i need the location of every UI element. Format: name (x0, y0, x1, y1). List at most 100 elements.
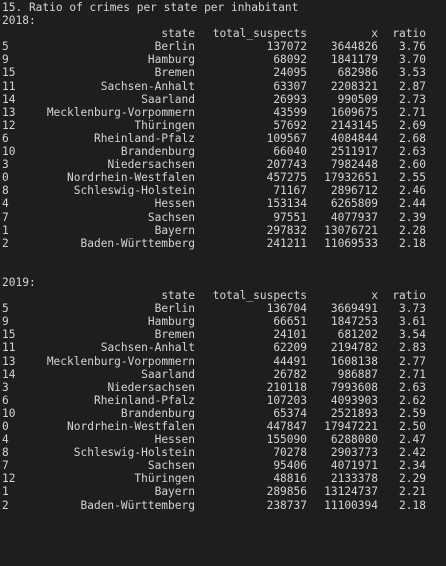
cell-total-suspects: 289856 (266, 485, 307, 499)
row-index: 6 (2, 131, 9, 145)
cell-x: 13124737 (324, 485, 378, 499)
cell-ratio: 2.29 (399, 472, 426, 486)
cell-x: 4093903 (330, 393, 378, 407)
cell-state: Saarland (141, 92, 195, 106)
row-index: 8 (2, 184, 9, 198)
cell-ratio: 2.62 (399, 393, 426, 407)
cell-state: Hessen (154, 433, 195, 447)
cell-state: Rheinland-Pfalz (93, 393, 195, 407)
table-row: 11 Sachsen-Anhalt 63307 2208321 2.87 (2, 80, 446, 93)
blank-line (2, 263, 446, 276)
cell-state: Baden-Württemberg (80, 498, 195, 512)
cell-state: Schleswig-Holstein (73, 446, 195, 460)
cell-x: 6288080 (330, 433, 378, 447)
cell-x: 17947221 (324, 420, 378, 433)
cell-total-suspects: 65374 (273, 406, 307, 420)
cell-total-suspects: 136704 (266, 302, 307, 316)
table-row: 9 Hamburg 66651 1847253 3.61 (2, 315, 446, 328)
cell-x: 1608138 (330, 354, 378, 368)
row-index: 14 (2, 367, 16, 381)
cell-total-suspects: 297832 (266, 223, 307, 237)
cell-state: Berlin (154, 40, 195, 54)
table-row: 14 Saarland 26993 990509 2.73 (2, 93, 446, 106)
cell-ratio: 2.55 (399, 171, 426, 185)
table-row: 10 Brandenburg 65374 2521893 2.59 (2, 407, 446, 420)
table-row: 12 Thüringen 48816 2133378 2.29 (2, 472, 446, 485)
row-index: 10 (2, 145, 16, 159)
cell-ratio: 2.87 (399, 79, 426, 93)
table-row: 2 Baden-Württemberg 241211 11069533 2.18 (2, 237, 446, 250)
cell-state: Bremen (154, 328, 195, 342)
cell-total-suspects: 70278 (273, 446, 307, 460)
dataframe-table: state total_suspects x ratio 5 Berlin 136704 36… (2, 289, 446, 512)
table-row: 3 Niedersachsen 207743 7982448 2.60 (2, 158, 446, 171)
table-header: state total_suspects x ratio (2, 289, 446, 302)
cell-state: Schleswig-Holstein (73, 184, 195, 198)
cell-total-suspects: 153134 (266, 197, 307, 211)
row-index: 11 (2, 341, 16, 355)
header-x: x (371, 289, 378, 303)
cell-total-suspects: 155090 (266, 433, 307, 447)
table-row: 7 Sachsen 95406 4071971 2.34 (2, 459, 446, 472)
table-row: 5 Berlin 136704 3669491 3.73 (2, 302, 446, 315)
table-row: 4 Hessen 153134 6265809 2.44 (2, 197, 446, 210)
cell-ratio: 2.18 (399, 236, 426, 250)
cell-ratio: 2.34 (399, 459, 426, 473)
cell-total-suspects: 26782 (273, 367, 307, 381)
row-index: 1 (2, 223, 9, 237)
cell-x: 7982448 (330, 158, 378, 172)
cell-total-suspects: 207743 (266, 158, 307, 172)
table-row: 3 Niedersachsen 210118 7993608 2.63 (2, 381, 446, 394)
cell-ratio: 2.69 (399, 118, 426, 132)
row-index: 9 (2, 53, 9, 67)
table-row: 14 Saarland 26782 986887 2.71 (2, 368, 446, 381)
cell-state: Sachsen (147, 210, 195, 224)
table-row: 2 Baden-Württemberg 238737 11100394 2.18 (2, 499, 446, 512)
cell-ratio: 2.77 (399, 354, 426, 368)
row-index: 10 (2, 406, 16, 420)
cell-state: Sachsen (147, 459, 195, 473)
cell-ratio: 2.68 (399, 131, 426, 145)
cell-x: 2194782 (330, 341, 378, 355)
table-row: 10 Brandenburg 66040 2511917 2.63 (2, 145, 446, 158)
cell-state: Bremen (154, 66, 195, 80)
header-state: state (161, 289, 195, 303)
table-row: 4 Hessen 155090 6288080 2.47 (2, 433, 446, 446)
cell-state: Sachsen-Anhalt (100, 79, 195, 93)
cell-x: 6265809 (330, 197, 378, 211)
cell-total-suspects: 107203 (266, 393, 307, 407)
cell-total-suspects: 109567 (266, 131, 307, 145)
row-index: 13 (2, 105, 16, 119)
cell-state: Baden-Württemberg (80, 236, 195, 250)
output-title: 15. Ratio of crimes per state per inhabi… (2, 1, 299, 14)
cell-x: 4084844 (330, 131, 378, 145)
row-index: 11 (2, 79, 16, 93)
cell-ratio: 2.28 (399, 223, 426, 237)
cell-x: 4077937 (330, 210, 378, 224)
row-index: 2 (2, 498, 9, 512)
table-row: 15 Bremen 24095 682986 3.53 (2, 66, 446, 79)
cell-total-suspects: 66040 (273, 145, 307, 159)
cell-x: 2511917 (330, 145, 378, 159)
cell-x: 1847253 (330, 315, 378, 329)
cell-total-suspects: 447847 (266, 420, 307, 433)
cell-total-suspects: 66651 (273, 315, 307, 329)
cell-total-suspects: 26993 (273, 92, 307, 106)
cell-x: 2903773 (330, 446, 378, 460)
cell-x: 990509 (337, 92, 378, 106)
cell-x: 2896712 (330, 184, 378, 198)
row-index: 2 (2, 236, 9, 250)
row-index: 7 (2, 210, 9, 224)
row-index: 1 (2, 485, 9, 499)
cell-ratio: 3.73 (399, 302, 426, 316)
cell-state: Hamburg (147, 315, 195, 329)
row-index: 3 (2, 158, 9, 172)
table-header: state total_suspects x ratio (2, 27, 446, 40)
cell-x: 2521893 (330, 406, 378, 420)
row-index: 8 (2, 446, 9, 460)
cell-ratio: 2.60 (399, 158, 426, 172)
row-index: 5 (2, 40, 9, 54)
cell-ratio: 2.39 (399, 210, 426, 224)
blank-line (2, 250, 446, 263)
year-label: 2018: (2, 14, 36, 28)
